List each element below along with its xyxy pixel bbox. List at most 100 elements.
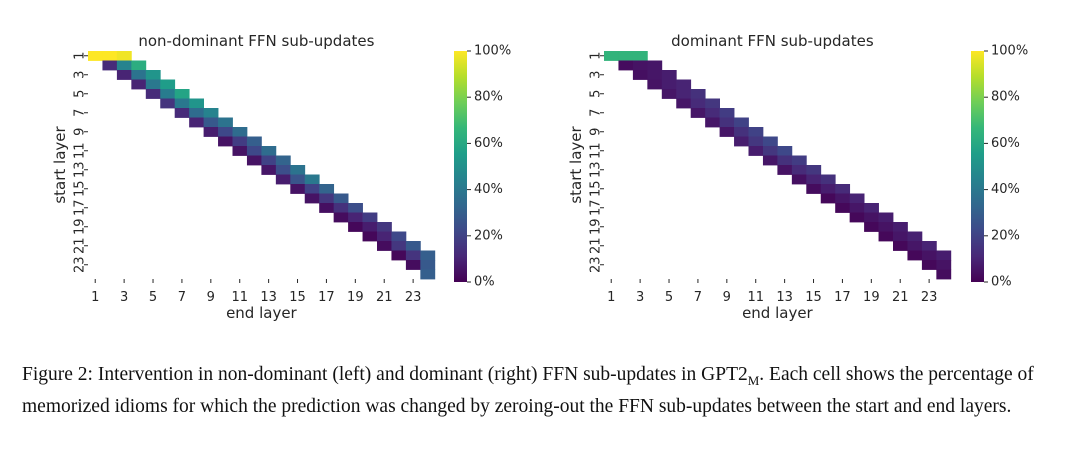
heatmap-cell-r13-c13: [777, 165, 793, 175]
y-tick-label: 3: [589, 71, 604, 79]
heatmap-cell-r4-c4: [131, 79, 147, 90]
heatmap-cell-r9-c10: [734, 127, 749, 137]
heatmap-cell-r3-c3: [116, 70, 132, 80]
x-tick-label: 13: [260, 290, 277, 305]
caption-subscript: M: [747, 372, 760, 388]
x-tick-label: 19: [863, 290, 880, 305]
heatmap-cell-r12-c12: [246, 155, 262, 166]
y-axis-label: start layer: [51, 126, 69, 204]
y-tick-label: 19: [73, 218, 88, 235]
heatmap-cell-r14-c15: [290, 174, 306, 185]
x-tick-label: 19: [347, 290, 364, 305]
colorbar-tick-label: 20%: [991, 228, 1020, 243]
heatmap-cell-r9-c9: [203, 127, 219, 137]
heatmap-cell-r15-c16: [304, 184, 320, 194]
heatmap-cell-r8-c9: [203, 117, 219, 128]
heatmap-cell-r15-c17: [835, 184, 851, 194]
heatmap-cell-r16-c16: [820, 193, 836, 204]
heatmap-cell-r18-c20: [362, 212, 378, 223]
heatmap-cell-r10-c12: [246, 136, 262, 147]
heatmap-cell-r9-c10: [218, 127, 233, 137]
heatmap-cell-r3-c5: [145, 70, 161, 80]
heatmap-cell-r6-c7: [174, 98, 190, 109]
heatmap-cell-r22-c23: [921, 250, 937, 261]
y-tick-label: 9: [73, 128, 88, 136]
y-tick-label: 1: [589, 52, 604, 60]
y-tick-label: 23: [589, 256, 604, 273]
heatmap-cell-r17-c17: [319, 203, 335, 213]
heatmap-cell-r16-c17: [319, 193, 335, 204]
figure: 1 3 5 7 9 11 13 15 17 19 21 231357911131517192123no…: [51, 32, 1028, 322]
x-tick-label: 1: [91, 290, 99, 305]
heatmap-cell-r6-c6: [676, 98, 692, 109]
colorbar-tick-label: 80%: [474, 90, 503, 105]
y-tick-label: 23: [73, 256, 88, 273]
heatmap-cell-r3-c4: [647, 70, 663, 80]
heatmap-cell-r8-c10: [218, 117, 233, 128]
y-tick-label: 9: [589, 128, 604, 136]
heatmap-cell-r22-c22: [391, 250, 407, 261]
x-tick-label: 11: [747, 290, 764, 305]
heatmap-cell-r18-c18: [849, 212, 865, 223]
heatmap-cell-r21-c22: [391, 241, 407, 251]
y-tick-label: 13: [73, 161, 88, 178]
heatmap-cell-r1-c2: [618, 51, 634, 61]
heatmap-cell-r3-c3: [632, 70, 648, 80]
heatmap-cell-r19-c21: [893, 222, 908, 232]
heatmap-cell-r5-c5: [145, 89, 161, 99]
heatmap-cell-r10-c12: [762, 136, 778, 147]
heatmap-cell-r13-c15: [290, 165, 306, 175]
x-tick-label: 3: [120, 290, 128, 305]
heatmap-cell-r16-c18: [333, 193, 349, 204]
heatmap-cell-r6-c7: [690, 98, 706, 109]
heatmap-cell-r12-c12: [762, 155, 778, 166]
colorbar-tick-label: 100%: [474, 44, 511, 59]
heatmap-cell-r7-c7: [174, 108, 190, 118]
y-tick-label: 3: [73, 71, 88, 79]
heatmap-cell-r24-c24: [936, 269, 952, 280]
y-tick-label: 7: [73, 109, 88, 117]
heatmap-cell-r2-c4: [647, 60, 663, 71]
heatmap-cell-r14-c14: [275, 174, 291, 185]
heatmap-cell-r20-c22: [391, 231, 407, 242]
heatmap-left-panel: 1 3 5 7 9 11 13 15 17 19 21 231357911131517192123no…: [51, 32, 511, 322]
heatmap-cell-r14-c16: [304, 174, 320, 185]
heatmap-cell-r6-c8: [705, 98, 720, 109]
heatmap-cell-r15-c15: [290, 184, 306, 194]
x-tick-label: 9: [207, 290, 215, 305]
chart-title: dominant FFN sub-updates: [671, 32, 874, 50]
heatmap-cell-r19-c20: [362, 222, 378, 232]
colorbar-tick-label: 40%: [991, 182, 1020, 197]
heatmap-cell-r12-c13: [261, 155, 277, 166]
heatmap-cell-r5-c6: [676, 89, 692, 99]
colorbar-tick-label: 40%: [474, 182, 503, 197]
heatmap-cell-r2-c3: [632, 60, 648, 71]
heatmap-cell-r4-c4: [647, 79, 663, 90]
colorbar-tick-label: 60%: [474, 136, 503, 151]
heatmap-cell-r2-c2: [102, 60, 118, 71]
heatmap-cell-r17-c18: [333, 203, 349, 213]
colorbar-tick-label: 20%: [474, 228, 503, 243]
heatmap-cell-r8-c10: [734, 117, 749, 128]
heatmap-cell-r18-c18: [333, 212, 349, 223]
heatmap-cell-r1-c1: [88, 51, 103, 61]
heatmap-cell-r17-c17: [835, 203, 851, 213]
heatmap-cell-r12-c14: [275, 155, 291, 166]
heatmap-cell-r11-c11: [748, 146, 764, 156]
heatmap-cell-r2-c4: [131, 60, 147, 71]
y-tick-label: 21: [589, 237, 604, 254]
heatmap-cell-r4-c6: [160, 79, 176, 90]
heatmap-cell-r11-c12: [246, 146, 262, 156]
heatmap-cell-r18-c20: [878, 212, 894, 223]
heatmap-cell-r11-c13: [261, 146, 277, 156]
heatmap-cell-r19-c20: [878, 222, 894, 232]
heatmap-cell-r7-c7: [690, 108, 706, 118]
heatmap-cell-r7-c8: [189, 108, 204, 118]
heatmap-cell-r16-c16: [304, 193, 320, 204]
heatmap-cell-r14-c15: [806, 174, 822, 185]
x-axis-label: end layer: [742, 304, 813, 322]
colorbar-tick-label: 0%: [991, 275, 1012, 290]
x-tick-label: 5: [149, 290, 157, 305]
caption-text-suffix: . Each cell shows the percentage of memo…: [22, 364, 1034, 417]
heatmap-cell-r14-c14: [791, 174, 807, 185]
